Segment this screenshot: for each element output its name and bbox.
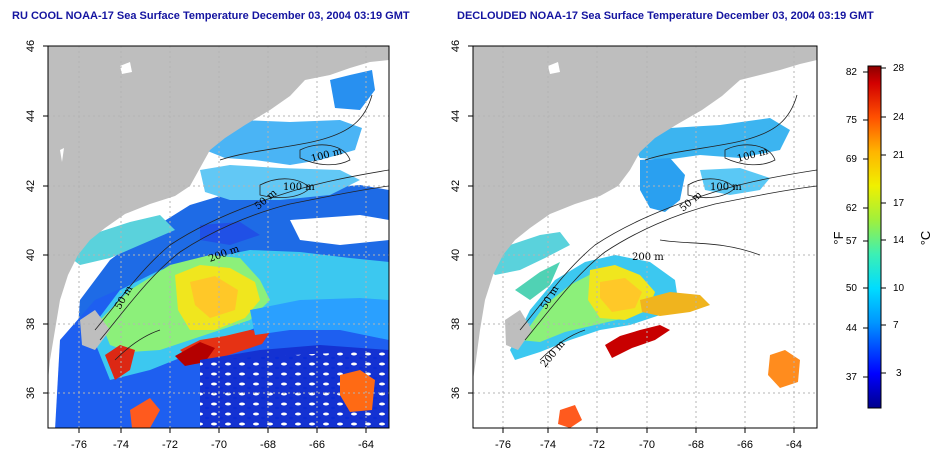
right-x-tick: -76 <box>495 439 511 451</box>
left-x-tick: -72 <box>162 439 178 451</box>
celsius-tick: 7 <box>893 320 899 331</box>
left-map: 100 m 100 m 50 m 200 m 50 m -76 -74 -72 … <box>25 40 390 451</box>
left-lake <box>120 62 132 74</box>
left-tick-marks <box>43 45 367 433</box>
left-x-tick: -64 <box>358 439 374 451</box>
right-x-tick: -68 <box>688 439 704 451</box>
right-land-inlet <box>505 310 532 350</box>
left-bathymetry-contours <box>94 94 389 361</box>
fahrenheit-unit-label: °F <box>831 231 846 244</box>
celsius-tick: 14 <box>893 235 905 246</box>
fahrenheit-tick: 57 <box>846 236 858 247</box>
right-y-axis-labels: 46 44 42 40 38 36 <box>450 40 462 399</box>
celsius-tick-labels: 28 24 21 17 14 10 7 3 <box>893 63 905 379</box>
right-y-tick: 38 <box>450 318 462 330</box>
left-map-title: RU COOL NOAA-17 Sea Surface Temperature … <box>12 10 410 22</box>
left-y-tick: 44 <box>25 110 37 122</box>
right-map-border <box>472 45 818 429</box>
right-contour-label-100m-b: 100 m <box>710 182 742 193</box>
left-y-tick: 46 <box>25 40 37 52</box>
right-y-tick: 46 <box>450 40 462 52</box>
right-sst-field <box>480 118 800 428</box>
right-x-tick: -74 <box>540 439 556 451</box>
celsius-tick: 3 <box>896 368 902 379</box>
fahrenheit-tick: 62 <box>846 203 858 214</box>
right-y-tick: 40 <box>450 249 462 261</box>
right-x-tick: -72 <box>589 439 605 451</box>
fahrenheit-tick: 75 <box>846 115 858 126</box>
celsius-tick: 21 <box>893 150 905 161</box>
left-y-axis-labels: 46 44 42 40 38 36 <box>25 40 37 399</box>
fahrenheit-tick: 69 <box>846 154 858 165</box>
right-map-title: DECLOUDED NOAA-17 Sea Surface Temperatur… <box>457 10 874 22</box>
right-lake <box>548 62 560 74</box>
left-x-tick: -70 <box>211 439 227 451</box>
right-y-tick: 44 <box>450 110 462 122</box>
left-sst-field <box>55 70 389 428</box>
left-x-axis-labels: -76 -74 -72 -70 -68 -66 -64 <box>71 439 374 451</box>
fahrenheit-tick: 50 <box>846 283 858 294</box>
right-bathymetry-contours <box>519 94 817 361</box>
left-x-tick: -76 <box>71 439 87 451</box>
right-land-mass <box>473 46 817 380</box>
right-x-tick: -70 <box>639 439 655 451</box>
left-x-tick: -66 <box>309 439 325 451</box>
left-land-mass <box>48 46 389 380</box>
colorbar-gradient <box>867 65 882 409</box>
left-lake-2 <box>60 148 64 162</box>
right-map: 100 m 100 m 50 m 200 m 50 m 200 m -76 -7… <box>450 40 818 451</box>
fahrenheit-tick-labels: 82 75 69 62 57 50 44 37 <box>846 67 858 383</box>
right-x-tick: -64 <box>786 439 802 451</box>
left-grid <box>48 46 389 428</box>
right-x-axis-labels: -76 -74 -72 -70 -68 -66 -64 <box>495 439 802 451</box>
right-y-tick: 36 <box>450 387 462 399</box>
fahrenheit-tick: 82 <box>846 67 858 78</box>
celsius-tick: 24 <box>893 112 905 123</box>
left-x-tick: -74 <box>113 439 129 451</box>
left-contour-label-100m-b: 100 m <box>283 182 315 193</box>
fahrenheit-tick: 44 <box>846 323 858 334</box>
right-tick-marks <box>468 45 795 433</box>
right-contour-label-200m-a: 200 m <box>632 252 664 263</box>
left-x-tick: -68 <box>260 439 276 451</box>
temperature-colorbar: 82 75 69 62 57 50 44 37 28 24 21 17 14 1… <box>831 63 933 409</box>
celsius-tick: 17 <box>893 198 905 209</box>
right-y-tick: 42 <box>450 180 462 192</box>
celsius-tick: 28 <box>893 63 905 74</box>
right-x-tick: -66 <box>737 439 753 451</box>
left-y-tick: 40 <box>25 249 37 261</box>
left-y-tick: 36 <box>25 387 37 399</box>
left-y-tick: 38 <box>25 318 37 330</box>
fahrenheit-tick: 37 <box>846 372 858 383</box>
celsius-tick: 10 <box>893 283 905 294</box>
celsius-unit-label: °C <box>918 231 933 246</box>
colorbar-ticks <box>863 67 886 378</box>
left-y-tick: 42 <box>25 180 37 192</box>
